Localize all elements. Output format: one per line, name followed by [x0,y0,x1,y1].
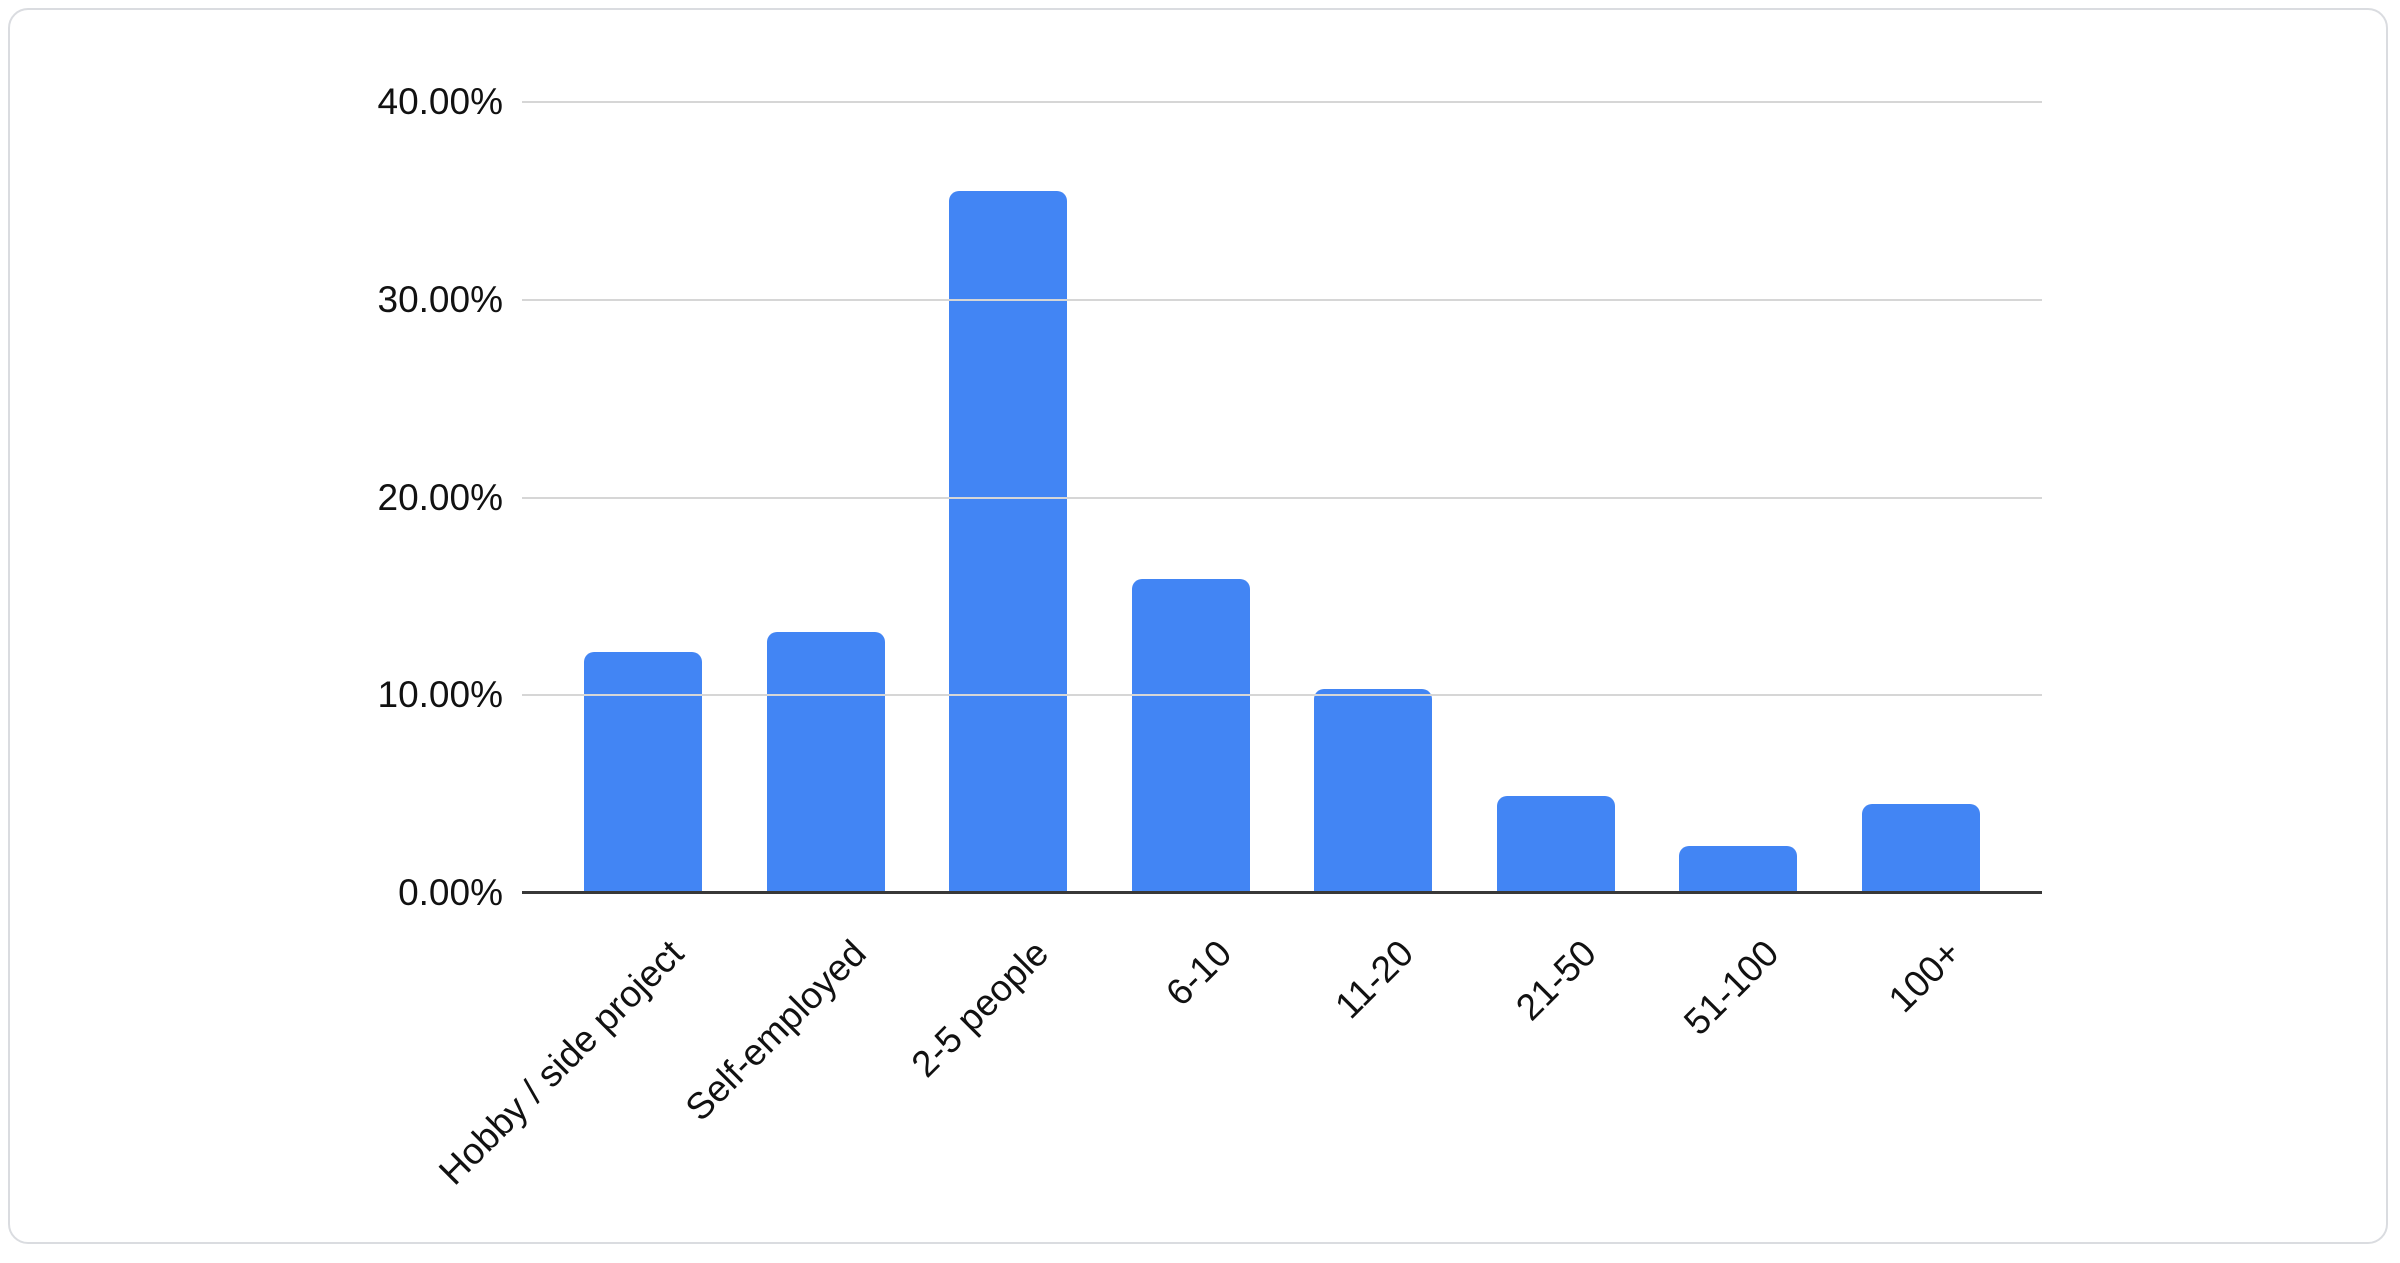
bar-slot [917,102,1100,893]
bar [949,191,1068,893]
bar-slot [1465,102,1648,893]
bar-slot [1282,102,1465,893]
x-axis-label: 51-100 [1676,932,1787,1043]
bar [1496,796,1615,893]
bar-slot [735,102,918,893]
x-axis-label: 21-50 [1508,932,1605,1029]
x-axis-label: Hobby / side project [431,932,692,1193]
y-axis: 0.00% 10.00% 20.00% 30.00% 40.00% [10,81,504,913]
gridline [522,298,2042,301]
y-axis-label: 40.00% [377,81,504,122]
x-axis-label: 2-5 people [903,932,1057,1085]
bar [1314,689,1433,893]
bars-row [552,102,2012,893]
x-axis-label: 11-20 [1327,932,1422,1027]
gridline [522,694,2042,697]
x-axis-label: 100+ [1881,932,1970,1021]
chart-card: 0.00% 10.00% 20.00% 30.00% 40.00% Hobby / si… [8,8,2388,1244]
y-axis-label: 30.00% [377,278,504,320]
bar [766,632,885,893]
bar [1861,804,1980,893]
bar-slot [1647,102,1830,893]
bar [584,652,703,893]
gridline [522,101,2042,103]
bar-slot [552,102,735,893]
x-axis-line [522,891,2042,894]
plot-area [522,101,2042,894]
gridline [522,496,2042,499]
y-axis-label: 0.00% [398,872,503,913]
y-axis-label: 10.00% [377,674,504,716]
x-axis-label: 6-10 [1157,932,1240,1014]
bar-slot [1100,102,1283,893]
y-axis-label: 20.00% [377,476,504,518]
x-axis-label: Self-employed [677,932,875,1129]
bar [1131,579,1250,893]
bar-slot [1830,102,2013,893]
bar [1679,846,1798,893]
x-axis: Hobby / side project Self-employed 2-5 peo… [431,893,2042,1263]
